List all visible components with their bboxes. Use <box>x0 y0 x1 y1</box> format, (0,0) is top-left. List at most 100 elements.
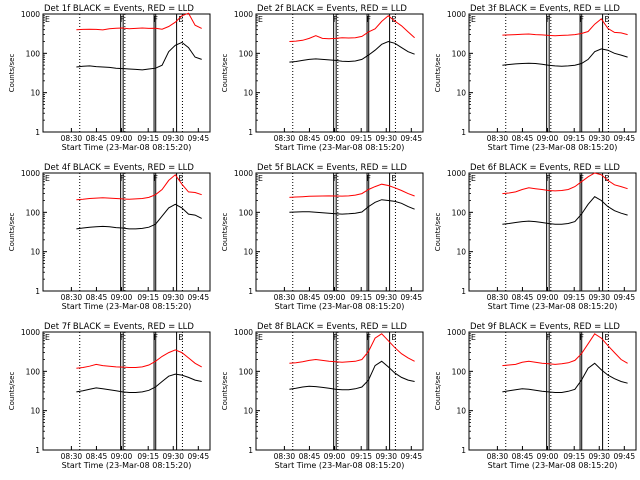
marker-letter: F <box>153 15 158 24</box>
x-tick-label: 09:45 <box>187 293 209 302</box>
panel-6: Det 6f BLACK = Events, RED = LLD 1 10 100 10… <box>434 163 637 311</box>
y-tick-label: 1 <box>248 128 253 137</box>
marker-letter: E <box>45 333 50 342</box>
marker-letter: E <box>604 174 609 183</box>
series-line-events <box>289 40 415 63</box>
x-axis-label: Start Time (23-Mar-08 08:15:20) <box>275 143 405 152</box>
marker-letter: F <box>120 333 125 342</box>
panel-9: Det 9f BLACK = Events, RED = LLD 1 10 100 10… <box>434 322 637 470</box>
plot-frame <box>255 172 424 292</box>
y-tick-label: 100 <box>452 367 467 376</box>
x-tick-label: 09:45 <box>400 134 422 143</box>
chart-title: Det 1f BLACK = Events, RED = LLD <box>44 4 194 14</box>
y-axis-label: Counts/sec <box>434 372 442 411</box>
x-tick-label: 09:15 <box>563 452 585 461</box>
y-tick-label: 1 <box>461 287 466 296</box>
marker-letter: F <box>579 333 584 342</box>
y-tick-label: 1000 <box>21 169 40 178</box>
x-tick-label: 09:00 <box>324 452 346 461</box>
x-tick-label: 09:30 <box>162 293 184 302</box>
marker-letter: F <box>333 333 338 342</box>
marker-letter: F <box>366 15 371 24</box>
y-tick-label: 1000 <box>21 328 40 337</box>
y-tick-label: 10 <box>243 407 253 416</box>
marker-letter: F <box>546 174 551 183</box>
marker-letter: E <box>258 174 263 183</box>
y-tick-label: 10 <box>456 89 466 98</box>
y-tick-label: 100 <box>452 208 467 217</box>
y-tick-label: 100 <box>26 208 41 217</box>
series-line-lld <box>502 172 628 195</box>
x-tick-label: 09:45 <box>187 452 209 461</box>
y-tick-label: 1000 <box>447 328 466 337</box>
series-line-lld <box>289 15 415 42</box>
series-line-lld <box>289 333 415 364</box>
x-tick-label: 09:45 <box>613 134 635 143</box>
y-tick-label: 10 <box>243 89 253 98</box>
series-line-events <box>76 203 202 230</box>
y-tick-label: 1 <box>35 446 40 455</box>
marker-letter: E <box>471 15 476 24</box>
marker-letter: F <box>333 174 338 183</box>
y-tick-label: 100 <box>239 367 254 376</box>
x-tick-label: 09:15 <box>137 134 159 143</box>
marker-letter: F <box>120 15 125 24</box>
panel-8: Det 8f BLACK = Events, RED = LLD 1 10 100 10… <box>221 322 424 470</box>
y-axis-label: Counts/sec <box>8 54 16 93</box>
y-tick-label: 1 <box>461 446 466 455</box>
chart-title: Det 9f BLACK = Events, RED = LLD <box>470 322 620 332</box>
x-tick-label: 09:00 <box>111 134 133 143</box>
x-tick-label: 09:15 <box>137 293 159 302</box>
marker-letter: E <box>178 333 183 342</box>
x-tick-label: 08:45 <box>299 293 321 302</box>
y-tick-label: 1 <box>35 287 40 296</box>
x-tick-label: 08:30 <box>274 134 296 143</box>
y-axis-label: Counts/sec <box>221 372 229 411</box>
x-tick-label: 08:30 <box>487 134 509 143</box>
series-line-events <box>289 199 415 215</box>
y-tick-label: 1000 <box>447 10 466 19</box>
marker-letter: F <box>546 333 551 342</box>
y-axis-label: Counts/sec <box>221 54 229 93</box>
y-axis-label: Counts/sec <box>434 213 442 252</box>
plot-frame <box>42 331 211 451</box>
y-tick-label: 1 <box>248 446 253 455</box>
series-line-events <box>76 373 202 393</box>
y-tick-label: 10 <box>456 248 466 257</box>
x-tick-label: 09:30 <box>588 452 610 461</box>
y-tick-label: 100 <box>239 49 254 58</box>
y-axis-label: Counts/sec <box>8 213 16 252</box>
y-tick-label: 100 <box>239 208 254 217</box>
x-axis-label: Start Time (23-Mar-08 08:15:20) <box>62 461 192 470</box>
y-axis-label: Counts/sec <box>434 54 442 93</box>
x-tick-label: 08:45 <box>86 293 108 302</box>
x-tick-label: 09:30 <box>588 134 610 143</box>
y-tick-label: 10 <box>30 407 40 416</box>
x-tick-label: 09:15 <box>563 293 585 302</box>
x-axis-label: Start Time (23-Mar-08 08:15:20) <box>275 302 405 311</box>
x-tick-label: 08:45 <box>299 452 321 461</box>
x-tick-label: 09:30 <box>588 293 610 302</box>
x-tick-label: 08:30 <box>487 293 509 302</box>
series-line-lld <box>76 174 202 201</box>
y-tick-label: 1000 <box>234 10 253 19</box>
y-tick-label: 100 <box>26 49 41 58</box>
panel-2: Det 2f BLACK = Events, RED = LLD 1 10 100 10… <box>221 4 424 152</box>
marker-letter: E <box>258 15 263 24</box>
x-tick-label: 08:45 <box>512 293 534 302</box>
marker-letter: F <box>546 15 551 24</box>
x-tick-label: 09:15 <box>137 452 159 461</box>
marker-letter: F <box>579 174 584 183</box>
x-tick-label: 09:00 <box>111 452 133 461</box>
x-tick-label: 09:15 <box>350 134 372 143</box>
x-tick-label: 08:45 <box>299 134 321 143</box>
chart-title: Det 7f BLACK = Events, RED = LLD <box>44 322 194 332</box>
marker-letter: E <box>258 333 263 342</box>
y-axis-label: Counts/sec <box>221 213 229 252</box>
panel-4: Det 4f BLACK = Events, RED = LLD 1 10 100 10… <box>8 163 211 311</box>
series-line-events <box>289 360 415 391</box>
x-tick-label: 09:15 <box>563 134 585 143</box>
x-tick-label: 08:30 <box>274 452 296 461</box>
y-tick-label: 100 <box>26 367 41 376</box>
marker-letter: E <box>471 174 476 183</box>
